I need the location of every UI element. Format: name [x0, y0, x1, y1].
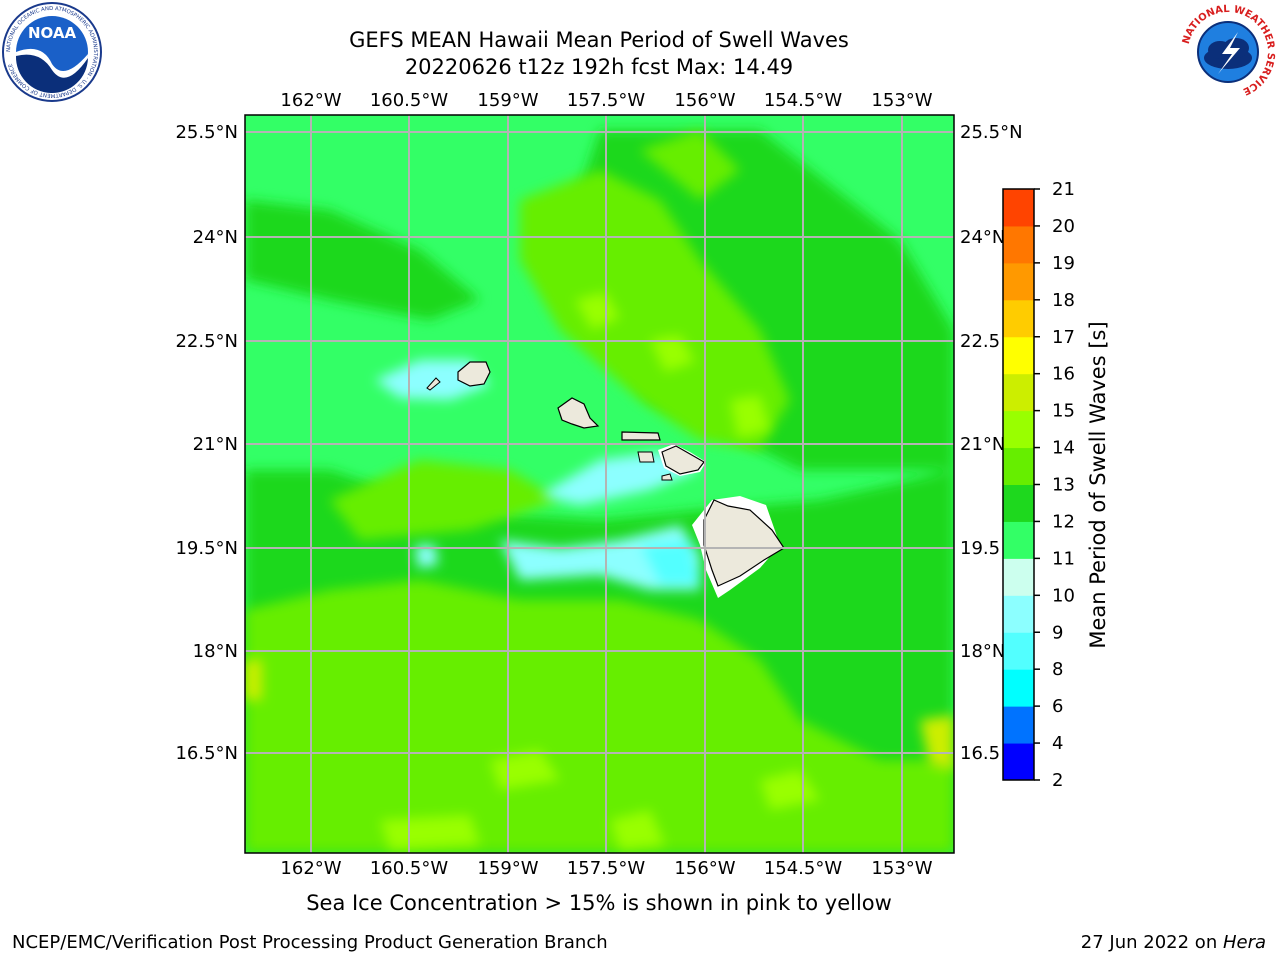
lat-label-right: 16.5: [960, 743, 1000, 764]
lon-label-top: 160.5°W: [370, 90, 449, 111]
lat-label-left: 21°N: [193, 434, 238, 455]
graticule: [245, 115, 954, 853]
noaa-logo-text: NOAA: [28, 24, 77, 42]
lat-label-left: 25.5°N: [175, 122, 238, 143]
lon-label-top: 159°W: [477, 90, 538, 111]
lat-label-left: 19.5°N: [175, 538, 238, 559]
lon-label-top: 154.5°W: [764, 90, 843, 111]
lat-label-right: 21°N: [960, 434, 1005, 455]
lat-label-right: 22.5: [960, 331, 1000, 352]
longitude-labels-bottom: 162°W 160.5°W 159°W 157.5°W 156°W 154.5°W 153°…: [280, 858, 932, 879]
sea-ice-caption: Sea Ice Concentration > 15% is shown in …: [306, 891, 892, 915]
lat-label-left: 22.5°N: [175, 331, 238, 352]
latitude-labels-right: 25.5°N 24°N 22.5 21°N 19.5 18°N 16.5: [960, 122, 1023, 764]
footer-date-text: 27 Jun 2022 on: [1080, 932, 1223, 953]
lat-label-right: 24°N: [960, 227, 1005, 248]
lat-label-left: 24°N: [193, 227, 238, 248]
lat-label-right: 19.5: [960, 538, 1000, 559]
lon-label-bottom: 156°W: [674, 858, 735, 879]
footer-credit: NCEP/EMC/Verification Post Processing Pr…: [12, 932, 608, 953]
lon-label-top: 156°W: [674, 90, 735, 111]
map-frame: [244, 114, 955, 854]
lon-label-top: 162°W: [280, 90, 341, 111]
lon-label-bottom: 153°W: [871, 858, 932, 879]
lat-label-right: 25.5°N: [960, 122, 1023, 143]
noaa-logo: NATIONAL OCEANIC AND ATMOSPHERIC ADMINIS…: [2, 2, 102, 102]
lon-label-bottom: 157.5°W: [567, 858, 646, 879]
lon-label-bottom: 154.5°W: [764, 858, 843, 879]
nws-logo: NATIONAL WEATHER SERVICE: [1179, 3, 1277, 101]
longitude-labels-top: 162°W 160.5°W 159°W 157.5°W 156°W 154.5°W 153°…: [280, 90, 932, 111]
lat-label-left: 18°N: [193, 641, 238, 662]
lat-label-right: 18°N: [960, 641, 1005, 662]
lon-label-top: 153°W: [871, 90, 932, 111]
lon-label-bottom: 159°W: [477, 858, 538, 879]
chart-subtitle: 20220626 t12z 192h fcst Max: 14.49: [404, 55, 794, 79]
lon-label-bottom: 162°W: [280, 858, 341, 879]
swell-field: [245, 115, 954, 853]
lon-label-bottom: 160.5°W: [370, 858, 449, 879]
colorbar-label: Mean Period of Swell Waves [s]: [1086, 321, 1110, 649]
latitude-labels-left: 25.5°N 24°N 22.5°N 21°N 19.5°N 18°N 16.5°N: [175, 122, 238, 764]
lon-label-top: 157.5°W: [567, 90, 646, 111]
footer-date: 27 Jun 2022 on Hera: [1081, 932, 1266, 953]
footer-machine: Hera: [1222, 932, 1266, 953]
chart-title: GEFS MEAN Hawaii Mean Period of Swell Wa…: [349, 28, 849, 52]
lat-label-left: 16.5°N: [175, 743, 238, 764]
